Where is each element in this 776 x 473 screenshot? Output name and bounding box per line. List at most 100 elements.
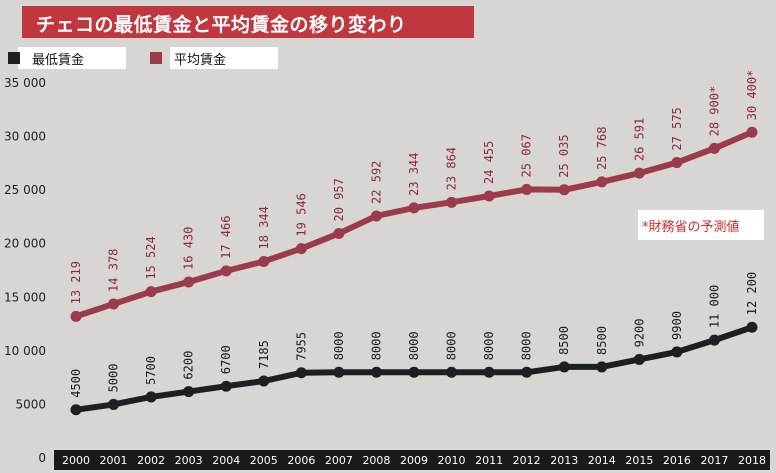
- legend-minimum-box: [18, 47, 126, 69]
- average-data-point: [220, 265, 232, 277]
- minimum-data-label: 6200: [182, 351, 196, 380]
- x-tick-label: 2004: [212, 454, 240, 467]
- average-data-label: 22 592: [369, 161, 383, 204]
- x-tick-label: 2007: [325, 454, 353, 467]
- minimum-data-label: 4500: [69, 369, 83, 398]
- minimum-data-point: [145, 391, 157, 403]
- average-data-label: 30 400*: [745, 70, 759, 121]
- y-tick-label: 15 000: [4, 290, 46, 304]
- average-data-label: 23 344: [407, 153, 421, 196]
- minimum-data-point: [183, 386, 195, 398]
- x-tick-label: 2011: [475, 454, 503, 467]
- average-data-point: [333, 227, 345, 239]
- y-tick-label: 35 000: [4, 76, 46, 90]
- legend-average-label: 平均賃金: [174, 53, 227, 68]
- legend-average-box: [170, 47, 278, 69]
- minimum-data-point: [746, 321, 758, 333]
- minimum-data-point: [333, 366, 345, 378]
- minimum-data-label: 8000: [445, 331, 459, 360]
- minimum-data-label: 9200: [632, 319, 646, 348]
- average-data-point: [370, 210, 382, 222]
- average-data-label: 16 430: [182, 227, 196, 270]
- minimum-data-point: [70, 404, 82, 416]
- minimum-data-point: [446, 366, 458, 378]
- forecast-note: *財務省の予測値: [642, 220, 740, 235]
- x-tick-label: 2014: [588, 454, 616, 467]
- minimum-data-label: 8000: [369, 331, 383, 360]
- x-tick-label: 2017: [700, 454, 728, 467]
- average-data-point: [258, 255, 270, 267]
- average-data-label: 13 219: [69, 261, 83, 304]
- minimum-data-label: 8500: [557, 326, 571, 355]
- minimum-data-point: [258, 375, 270, 387]
- x-tick-label: 2000: [62, 454, 90, 467]
- average-data-label: 19 546: [294, 193, 308, 236]
- average-data-label: 20 957: [332, 178, 346, 221]
- average-data-point: [596, 176, 608, 188]
- average-data-label: 25 067: [520, 134, 534, 177]
- x-tick-label: 2003: [175, 454, 203, 467]
- average-data-point: [70, 310, 82, 322]
- x-tick-label: 2018: [738, 454, 766, 467]
- average-data-point: [408, 202, 420, 214]
- minimum-data-label: 5000: [107, 364, 121, 393]
- minimum-data-point: [633, 353, 645, 365]
- minimum-data-label: 8000: [407, 331, 421, 360]
- average-data-point: [145, 286, 157, 298]
- average-data-label: 25 768: [595, 127, 609, 170]
- average-data-point: [446, 196, 458, 208]
- average-data-point: [483, 190, 495, 202]
- x-tick-label: 2012: [513, 454, 541, 467]
- forecast-note-box: [638, 210, 764, 240]
- legend-minimum-swatch: [8, 52, 20, 64]
- minimum-data-label: 7955: [294, 332, 308, 361]
- x-tick-label: 2009: [400, 454, 428, 467]
- x-tick-label: 2010: [438, 454, 466, 467]
- average-data-label: 14 378: [107, 249, 121, 292]
- y-tick-label: 0: [38, 451, 46, 465]
- average-data-label: 23 864: [445, 147, 459, 190]
- average-data-point: [708, 142, 720, 154]
- average-data-label: 25 035: [557, 134, 571, 177]
- x-tick-label: 2015: [625, 454, 653, 467]
- minimum-data-point: [295, 367, 307, 379]
- average-data-point: [633, 167, 645, 179]
- y-tick-label: 5000: [15, 397, 46, 411]
- minimum-data-label: 7185: [257, 340, 271, 369]
- y-tick-label: 10 000: [4, 344, 46, 358]
- average-data-point: [108, 298, 120, 310]
- x-tick-label: 2013: [550, 454, 578, 467]
- x-tick-label: 2001: [100, 454, 128, 467]
- y-tick-label: 30 000: [4, 130, 46, 144]
- average-data-point: [521, 183, 533, 195]
- x-tick-label: 2006: [287, 454, 315, 467]
- minimum-data-label: 9900: [670, 311, 684, 340]
- minimum-data-label: 12 200: [745, 272, 759, 315]
- minimum-data-label: 8000: [520, 331, 534, 360]
- minimum-data-point: [483, 366, 495, 378]
- minimum-data-point: [708, 334, 720, 346]
- average-data-point: [295, 243, 307, 255]
- average-data-label: 24 455: [482, 141, 496, 184]
- legend-minimum-label: 最低賃金: [32, 53, 85, 68]
- average-data-label: 15 524: [144, 236, 158, 279]
- x-tick-label: 2005: [250, 454, 278, 467]
- average-data-point: [671, 157, 683, 169]
- legend-average-swatch: [150, 52, 162, 64]
- average-data-label: 27 575: [670, 107, 684, 150]
- average-data-point: [558, 184, 570, 196]
- minimum-data-point: [220, 380, 232, 392]
- x-tick-label: 2016: [663, 454, 691, 467]
- average-data-label: 26 591: [632, 118, 646, 161]
- average-data-label: 18 344: [257, 206, 271, 249]
- minimum-data-label: 8000: [482, 331, 496, 360]
- minimum-data-label: 6700: [219, 345, 233, 374]
- minimum-data-label: 8000: [332, 331, 346, 360]
- y-tick-label: 25 000: [4, 183, 46, 197]
- x-axis-bar: [54, 450, 770, 470]
- average-data-label: 28 900*: [707, 86, 721, 137]
- minimum-data-point: [108, 398, 120, 410]
- minimum-data-point: [521, 366, 533, 378]
- average-data-point: [183, 276, 195, 288]
